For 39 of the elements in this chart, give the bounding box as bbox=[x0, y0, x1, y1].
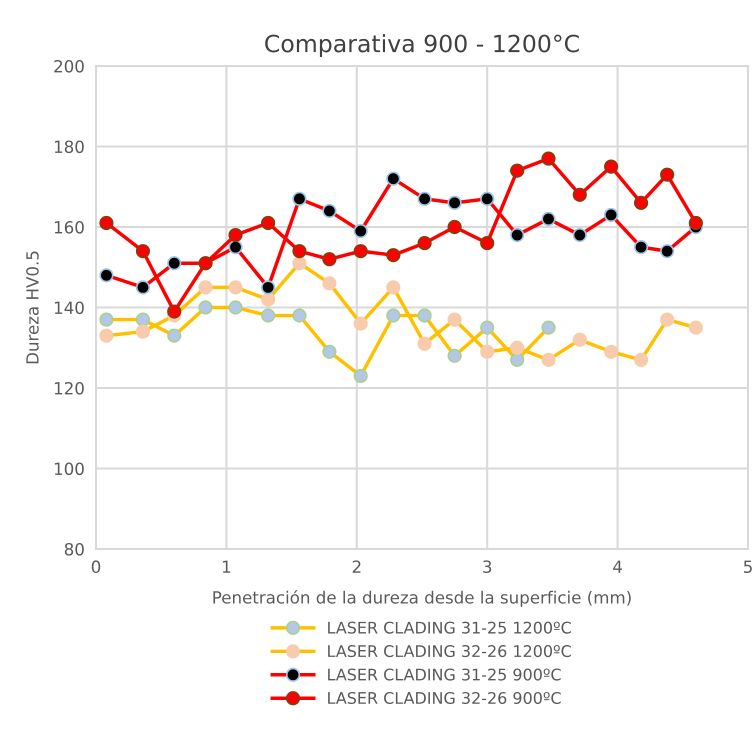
point bbox=[261, 216, 276, 230]
x-tick-label: 5 bbox=[744, 560, 752, 574]
point bbox=[167, 304, 182, 319]
y-tick-label: 120 bbox=[54, 382, 84, 395]
point bbox=[634, 196, 648, 210]
y-tick-label: 180 bbox=[54, 140, 84, 154]
y-axis-title: Dureza HV0.5 bbox=[26, 252, 39, 364]
legend-label: LASER CLADING 32-26 1200ºC bbox=[328, 645, 571, 658]
legend-label: LASER CLADING 32-26 900ºC bbox=[328, 692, 561, 704]
point bbox=[354, 244, 368, 258]
legend-label: LASER CLADING 31-25 1200ºC bbox=[328, 622, 571, 634]
legend-label: LASER CLADING 31-25 900ºC bbox=[328, 668, 561, 681]
point bbox=[480, 236, 494, 250]
point bbox=[292, 244, 307, 258]
y-tick-label: 200 bbox=[54, 60, 84, 73]
y-tick-label: 80 bbox=[64, 542, 84, 556]
point bbox=[510, 164, 524, 178]
point bbox=[418, 236, 432, 250]
point bbox=[604, 160, 618, 174]
point bbox=[136, 244, 150, 258]
x-tick-label: 4 bbox=[613, 560, 622, 573]
y-tick-label: 100 bbox=[54, 462, 84, 476]
x-tick-label: 3 bbox=[483, 560, 492, 574]
x-tick-label: 1 bbox=[222, 560, 230, 573]
point bbox=[386, 248, 400, 262]
point bbox=[572, 188, 587, 202]
chart-title: Comparativa 900 - 1200°C bbox=[265, 34, 579, 58]
y-tick-label: 160 bbox=[54, 220, 84, 234]
point bbox=[660, 168, 674, 182]
x-tick-label: 2 bbox=[352, 560, 360, 573]
x-axis-title: Penetración de la dureza desde la superficie (mm) bbox=[213, 590, 631, 607]
point bbox=[228, 228, 243, 242]
point bbox=[99, 216, 114, 230]
point bbox=[448, 220, 462, 234]
y-tick-label: 140 bbox=[54, 301, 84, 314]
point bbox=[322, 252, 336, 266]
point bbox=[688, 216, 703, 230]
point bbox=[541, 151, 556, 166]
x-tick-label: 0 bbox=[92, 560, 100, 574]
